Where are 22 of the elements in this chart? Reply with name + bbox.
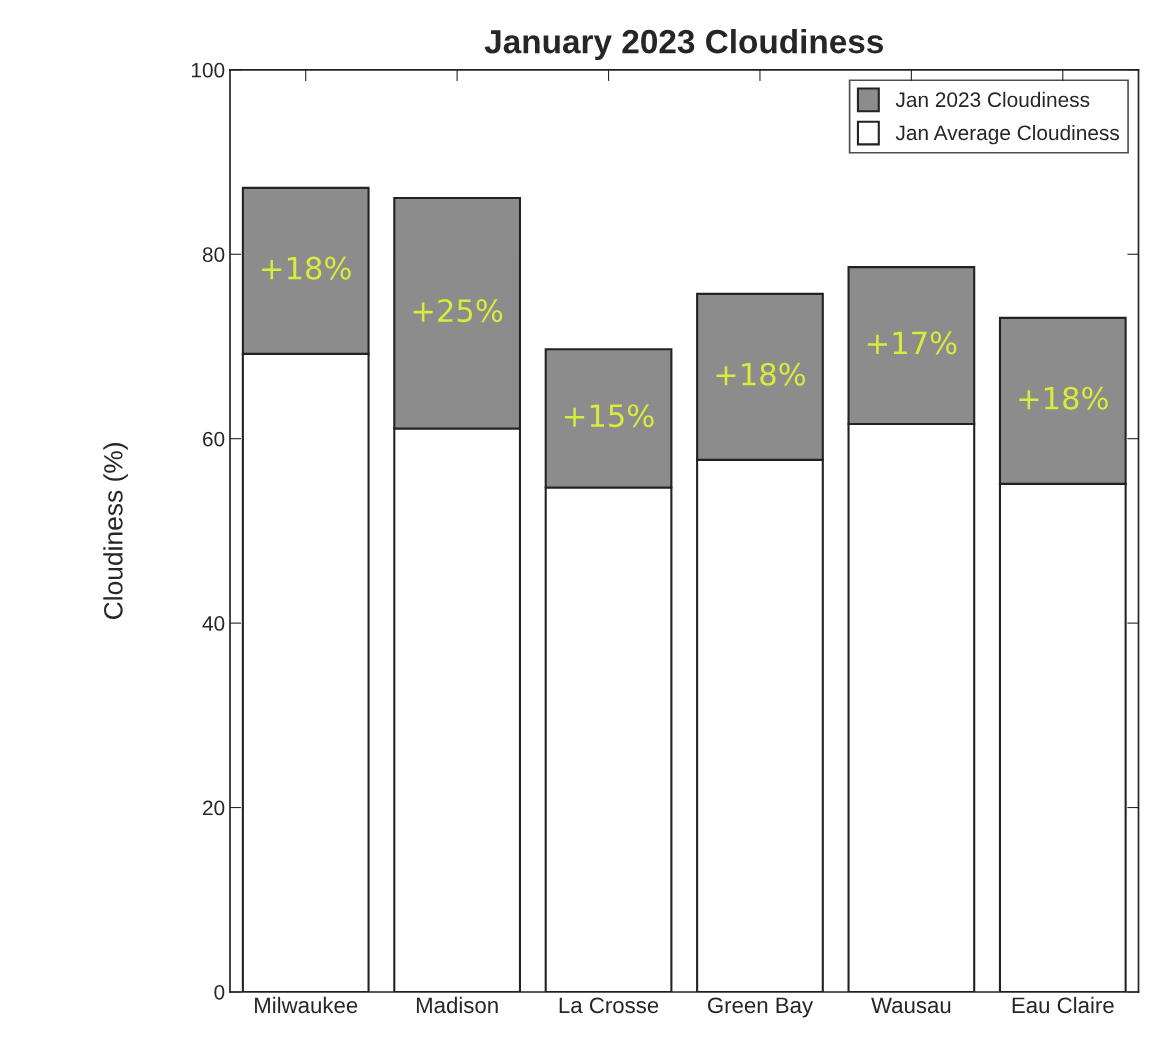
data-label: +18% (716, 362, 806, 386)
x-tick-label: Green Bay (707, 997, 814, 1018)
data-label: +25% (413, 299, 503, 323)
y-tick-label: 80 (202, 247, 225, 262)
y-tick-label: 0 (214, 984, 225, 1000)
x-tick-label: La Crosse (559, 997, 659, 1014)
x-tick-label: Madison (416, 996, 498, 1014)
y-tick-label: 40 (202, 616, 225, 631)
chart-title: January 2023 Cloudiness (484, 28, 883, 61)
x-tick-label: Milwaukee (255, 996, 358, 1014)
data-label: +18% (262, 256, 351, 280)
x-tick-label: Wausau (871, 997, 951, 1014)
legend-label: Jan 2023 Cloudiness (895, 91, 1090, 108)
y-axis-title: Cloudiness (%) (103, 443, 128, 620)
data-label: +17% (867, 331, 957, 355)
x-tick-label: Eau Claire (1012, 996, 1114, 1014)
legend-label: Jan Average Cloudiness (895, 124, 1120, 145)
y-tick-label: 20 (203, 800, 225, 816)
data-label: +15% (565, 404, 654, 428)
y-tick-label: 60 (203, 431, 225, 447)
data-label: +18% (1019, 386, 1108, 410)
y-tick-label: 100 (191, 62, 225, 78)
